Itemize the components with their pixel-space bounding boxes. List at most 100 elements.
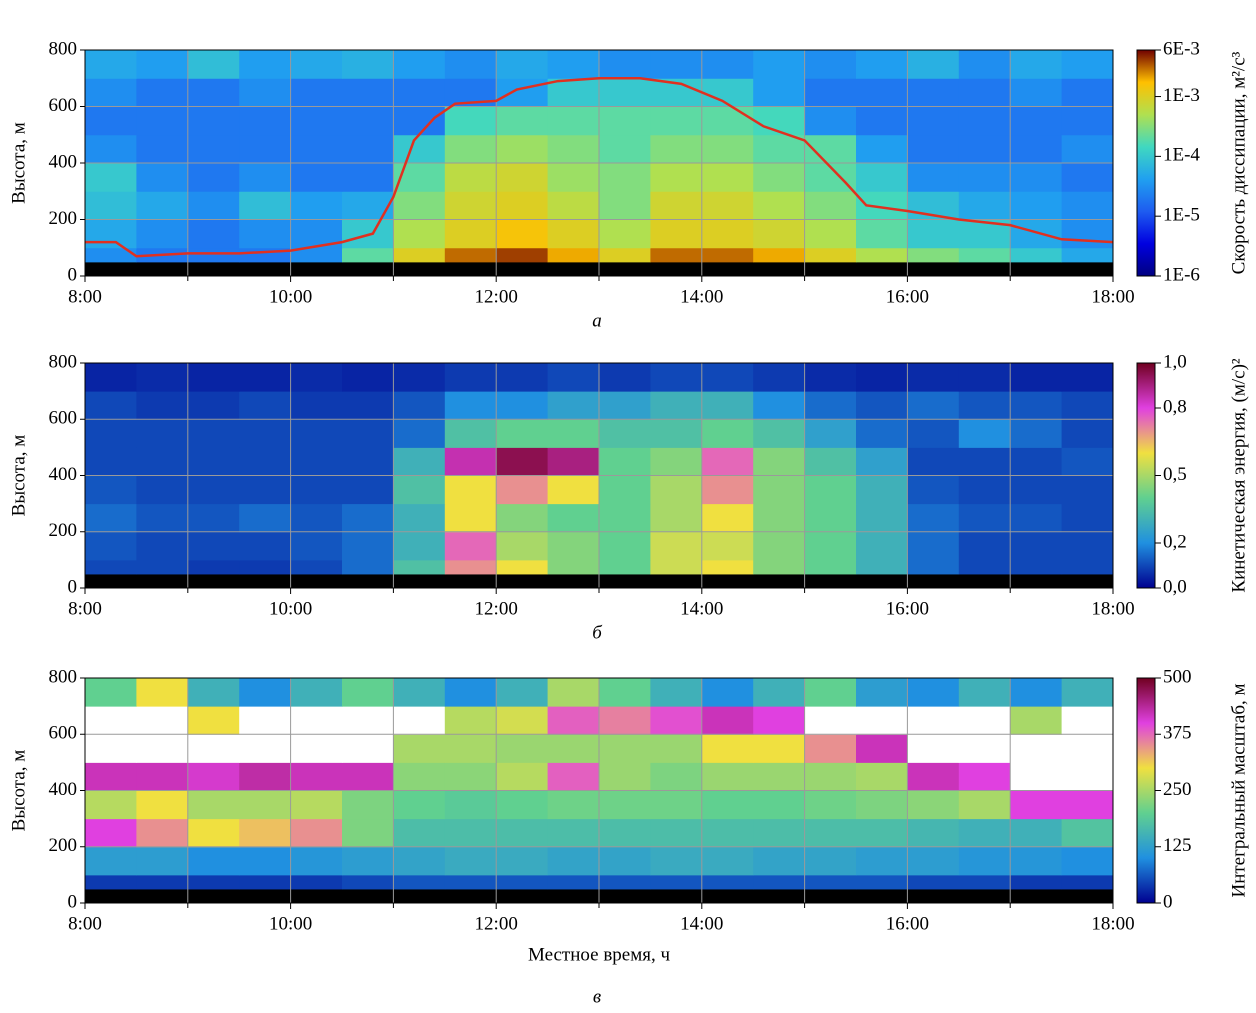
heatmap-cell bbox=[599, 531, 651, 561]
heatmap-cell bbox=[444, 734, 497, 763]
heatmap-cell bbox=[342, 531, 394, 561]
heatmap-cell bbox=[958, 106, 1011, 136]
heatmap-cell bbox=[187, 503, 240, 533]
heatmap-cell bbox=[1061, 475, 1114, 505]
heatmap-cell bbox=[650, 678, 703, 707]
heatmap-cell bbox=[599, 559, 651, 575]
heatmap-cell bbox=[393, 191, 446, 220]
heatmap-cell bbox=[290, 846, 343, 876]
heatmap-cell bbox=[1061, 419, 1114, 448]
heatmap-cell bbox=[496, 247, 549, 263]
heatmap-cell bbox=[650, 163, 703, 192]
heatmap-cell bbox=[907, 219, 960, 249]
heatmap-cell bbox=[907, 790, 960, 820]
x-tick-label: 8:00 bbox=[68, 913, 102, 934]
colorbar-tick-label: 250 bbox=[1163, 779, 1192, 800]
heatmap-cell bbox=[239, 790, 292, 820]
heatmap-cell bbox=[342, 846, 394, 876]
heatmap-cell bbox=[856, 503, 908, 533]
heatmap-cell bbox=[907, 762, 960, 791]
heatmap-cell bbox=[187, 559, 240, 575]
heatmap-cell bbox=[290, 762, 343, 791]
heatmap-cell bbox=[907, 846, 960, 876]
heatmap-cell bbox=[804, 106, 857, 136]
heatmap-cell bbox=[239, 106, 292, 136]
heatmap-cell bbox=[187, 134, 240, 164]
heatmap-cell bbox=[187, 678, 240, 707]
heatmap-cell bbox=[804, 846, 857, 876]
heatmap-cell bbox=[444, 475, 497, 505]
heatmap-cell bbox=[958, 678, 1011, 707]
x-axis-label: Местное время, ч bbox=[528, 944, 671, 965]
heatmap-cell bbox=[136, 134, 189, 164]
heatmap-cell bbox=[496, 419, 549, 448]
heatmap-cell bbox=[85, 790, 137, 820]
heatmap-cell bbox=[393, 846, 446, 876]
heatmap-cell bbox=[804, 818, 857, 848]
heatmap-cell bbox=[1061, 818, 1114, 848]
heatmap-cell bbox=[958, 163, 1011, 192]
x-tick-label: 12:00 bbox=[475, 913, 518, 934]
heatmap-cell bbox=[393, 503, 446, 533]
heatmap-cell bbox=[701, 503, 754, 533]
heatmap-cell bbox=[753, 134, 806, 164]
y-axis-label: Высота, м bbox=[8, 122, 29, 204]
heatmap-cell bbox=[290, 734, 343, 763]
heatmap-cell bbox=[496, 106, 549, 136]
heatmap-cell bbox=[342, 50, 394, 79]
heatmap-cell bbox=[907, 391, 960, 420]
heatmap-cell bbox=[804, 78, 857, 107]
heatmap-cell bbox=[650, 818, 703, 848]
heatmap-cell bbox=[85, 447, 137, 476]
heatmap-cell bbox=[804, 531, 857, 561]
heatmap-cell bbox=[753, 678, 806, 707]
x-tick-label: 18:00 bbox=[1091, 598, 1134, 619]
heatmap-cell bbox=[1061, 363, 1114, 392]
heatmap-cell bbox=[753, 50, 806, 79]
heatmap-cell bbox=[290, 419, 343, 448]
heatmap-cell bbox=[701, 106, 754, 136]
heatmap-cell bbox=[753, 846, 806, 876]
heatmap-cell bbox=[342, 419, 394, 448]
heatmap-cell bbox=[1061, 219, 1114, 249]
heatmap-cell bbox=[342, 363, 394, 392]
heatmap-cell bbox=[444, 419, 497, 448]
y-tick-label: 600 bbox=[49, 95, 78, 116]
heatmap-cell bbox=[136, 50, 189, 79]
heatmap-cell bbox=[856, 475, 908, 505]
heatmap-cell bbox=[599, 247, 651, 263]
heatmap-cell bbox=[239, 874, 292, 890]
heatmap-cell bbox=[1061, 134, 1114, 164]
heatmap-cell bbox=[547, 419, 600, 448]
heatmap-cell bbox=[753, 790, 806, 820]
heatmap-cell bbox=[496, 134, 549, 164]
y-tick-label: 800 bbox=[49, 351, 78, 372]
heatmap-cell bbox=[290, 106, 343, 136]
heatmap-cell bbox=[342, 163, 394, 192]
heatmap-cell bbox=[393, 219, 446, 249]
heatmap-cell bbox=[393, 734, 446, 763]
x-tick-label: 14:00 bbox=[680, 286, 723, 307]
heatmap-cell bbox=[290, 50, 343, 79]
heatmap-cell bbox=[701, 391, 754, 420]
heatmap-cell bbox=[496, 874, 549, 890]
heatmap-cell bbox=[958, 734, 1011, 763]
heatmap-cell bbox=[496, 734, 549, 763]
colorbar-tick-label: 375 bbox=[1163, 723, 1192, 744]
heatmap-cell bbox=[444, 191, 497, 220]
heatmap-cell bbox=[85, 846, 137, 876]
heatmap-cell bbox=[547, 874, 600, 890]
heatmap-cell bbox=[239, 447, 292, 476]
y-tick-label: 0 bbox=[68, 576, 78, 597]
heatmap-cell bbox=[136, 419, 189, 448]
heatmap-cell bbox=[547, 846, 600, 876]
heatmap-cell bbox=[136, 846, 189, 876]
heatmap-cell bbox=[547, 762, 600, 791]
heatmap-cell bbox=[547, 363, 600, 392]
heatmap-cell bbox=[856, 447, 908, 476]
heatmap-cell bbox=[393, 790, 446, 820]
heatmap-cell bbox=[136, 163, 189, 192]
heatmap-cell bbox=[136, 503, 189, 533]
heatmap-cell bbox=[1061, 391, 1114, 420]
heatmap-cell bbox=[856, 134, 908, 164]
